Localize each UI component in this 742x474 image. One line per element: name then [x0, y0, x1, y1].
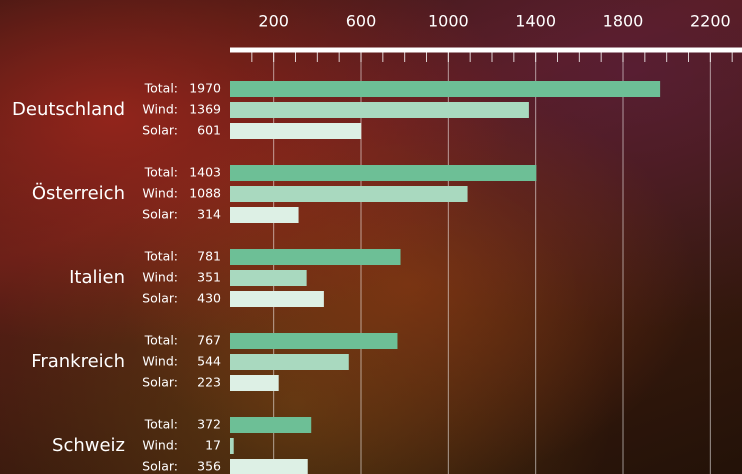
x-tick-label: 2200	[690, 12, 731, 31]
value-label: 1369	[189, 102, 221, 117]
bar	[230, 270, 307, 286]
x-tick-label: 600	[346, 12, 377, 31]
category-label: Schweiz	[52, 435, 125, 456]
series-name-label: Wind:	[142, 438, 178, 453]
x-tick-label: 1400	[515, 12, 556, 31]
series-name-label: Solar:	[142, 123, 178, 138]
series-name-label: Solar:	[142, 375, 178, 390]
bar	[230, 249, 401, 265]
bar	[230, 123, 361, 139]
value-label: 356	[197, 459, 221, 474]
bar	[230, 165, 536, 181]
category-label: Italien	[69, 267, 125, 288]
value-label: 223	[197, 375, 221, 390]
series-name-label: Solar:	[142, 291, 178, 306]
bar	[230, 354, 349, 370]
series-name-label: Total:	[144, 333, 178, 348]
value-label: 351	[197, 270, 221, 285]
value-label: 430	[197, 291, 221, 306]
category-label: Frankreich	[31, 351, 125, 372]
series-name-label: Solar:	[142, 207, 178, 222]
bar	[230, 333, 397, 349]
bar	[230, 438, 234, 454]
series-name-label: Solar:	[142, 459, 178, 474]
chart-background: 200 600 1000 1400 1800 2200 Deutschland Total: 1…	[0, 0, 742, 474]
series-name-label: Total:	[144, 81, 178, 96]
series-name-label: Wind:	[142, 102, 178, 117]
series-name-label: Wind:	[142, 354, 178, 369]
bar	[230, 291, 324, 307]
x-tick-label: 1800	[603, 12, 644, 31]
series-name-label: Wind:	[142, 270, 178, 285]
series-name-label: Wind:	[142, 186, 178, 201]
value-label: 1088	[189, 186, 221, 201]
bar	[230, 375, 279, 391]
bar	[230, 81, 660, 97]
bar	[230, 459, 308, 474]
value-label: 314	[197, 207, 221, 222]
chart: 200 600 1000 1400 1800 2200 Deutschland Total: 1…	[0, 0, 742, 474]
bar	[230, 102, 529, 118]
series-name-label: Total:	[144, 249, 178, 264]
value-label: 1403	[189, 165, 221, 180]
value-label: 17	[205, 438, 221, 453]
x-tick-label: 1000	[428, 12, 469, 31]
value-label: 544	[197, 354, 221, 369]
value-label: 601	[197, 123, 221, 138]
value-label: 1970	[189, 81, 221, 96]
bar	[230, 417, 311, 433]
bar	[230, 186, 468, 202]
x-tick-label: 200	[258, 12, 289, 31]
series-name-label: Total:	[144, 417, 178, 432]
value-label: 372	[197, 417, 221, 432]
category-label: Österreich	[32, 182, 125, 204]
value-label: 781	[197, 249, 221, 264]
bar	[230, 207, 299, 223]
value-label: 767	[197, 333, 221, 348]
series-name-label: Total:	[144, 165, 178, 180]
category-label: Deutschland	[12, 99, 125, 120]
